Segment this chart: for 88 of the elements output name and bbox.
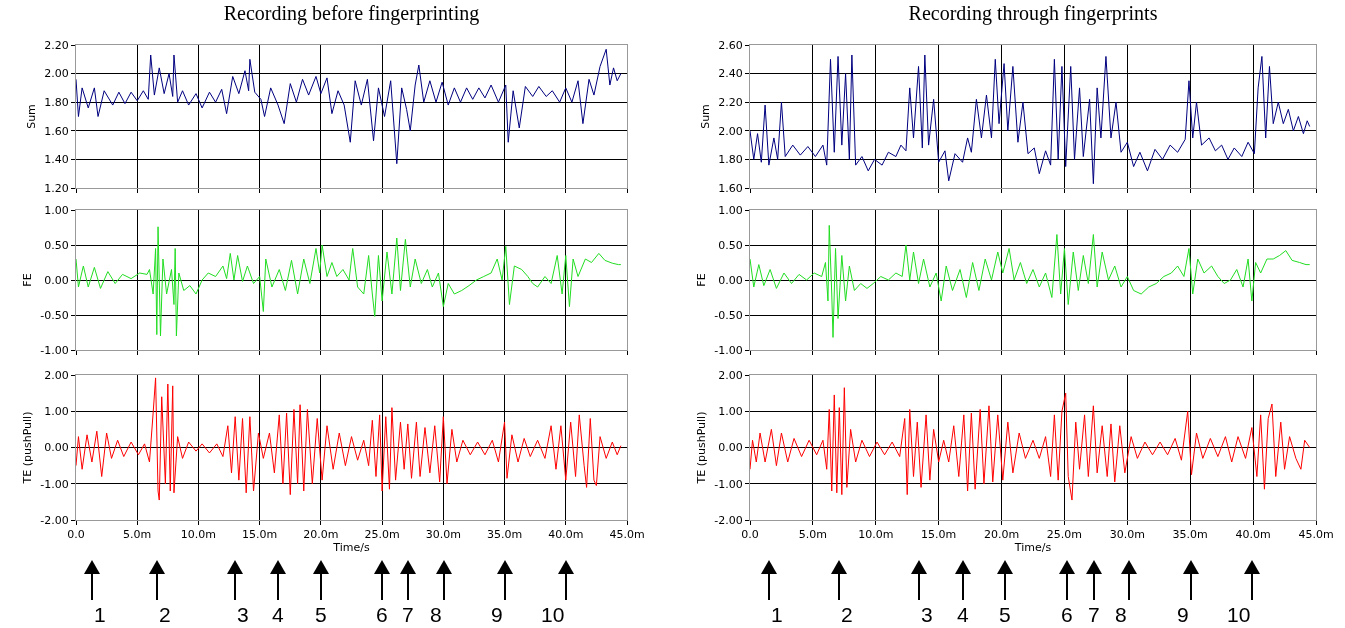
x-tick-label: 45.0m (609, 528, 645, 542)
y-tick-label: 0.00 (718, 441, 743, 455)
x-tick-label: 30.0m (425, 528, 461, 542)
text: 4 (272, 603, 284, 626)
text: 8 (430, 603, 442, 626)
x-tick-label: 45.0m (1298, 528, 1334, 542)
line-series (750, 54, 1311, 185)
x-tick-label: 40.0m (548, 528, 584, 542)
x-tick-label: 15.0m (921, 528, 957, 542)
x-tick-label: 35.0m (486, 528, 523, 542)
y-axis-title: Sum (24, 104, 38, 129)
text: 1 (94, 603, 106, 626)
line-series (76, 226, 622, 337)
y-axis-title: TE (pushPull) (20, 411, 34, 485)
x-tick-label: 0.0 (741, 528, 759, 542)
y-tick-label: 0.00 (44, 273, 69, 287)
x-tick-label: 35.0m (1172, 528, 1208, 542)
y-tick-label: 2.20 (44, 38, 69, 52)
text: 6 (1061, 603, 1073, 626)
y-tick-label: -0.50 (40, 308, 69, 322)
chart-title: Recording through fingerprints (908, 2, 1158, 25)
text: 7 (402, 603, 414, 626)
y-tick-label: 2.00 (718, 368, 743, 382)
line-series (76, 48, 622, 165)
text: 10 (1227, 603, 1251, 626)
text: 1 (771, 603, 783, 626)
y-axis-title: FE (20, 273, 34, 287)
y-tick-label: 1.00 (44, 203, 69, 217)
y-tick-label: 0.50 (718, 238, 743, 252)
y-tick-label: 0.00 (718, 273, 743, 287)
y-tick-label: -1.00 (40, 477, 69, 491)
x-tick-label: 20.0m (983, 528, 1020, 542)
y-tick-label: 1.20 (44, 181, 69, 195)
y-tick-label: 1.80 (44, 96, 69, 110)
y-tick-label: 0.00 (44, 441, 69, 455)
y-tick-label: 1.00 (44, 405, 69, 419)
x-tick-label: 25.0m (364, 528, 400, 542)
x-tick-label: 10.0m (858, 528, 894, 542)
text: 2 (159, 603, 171, 626)
x-tick-label: 0.0 (67, 528, 85, 542)
x-axis-title: Time/s (1013, 541, 1052, 555)
y-tick-label: 2.20 (718, 96, 743, 110)
y-tick-label: -1.00 (714, 343, 743, 357)
x-tick-label: 15.0m (242, 528, 278, 542)
y-tick-label: -1.00 (714, 477, 743, 491)
chart-title: Recording before fingerprinting (223, 2, 480, 25)
text: 5 (999, 603, 1011, 626)
text: 2 (841, 603, 853, 626)
text: 9 (1177, 603, 1189, 626)
text: 6 (376, 603, 388, 626)
y-tick-label: -0.50 (714, 308, 743, 322)
y-axis-title: Sum (698, 104, 712, 129)
y-tick-label: 1.60 (44, 124, 69, 138)
y-tick-label: 2.00 (718, 124, 743, 138)
text: 3 (237, 603, 249, 626)
y-axis-title: FE (694, 273, 708, 287)
x-tick-label: 20.0m (303, 528, 339, 542)
x-tick-label: 40.0m (1235, 528, 1271, 542)
y-tick-label: 2.40 (718, 67, 743, 81)
y-tick-label: 1.40 (44, 153, 69, 167)
y-tick-label: 1.80 (718, 153, 743, 167)
text: 5 (315, 603, 327, 626)
y-tick-label: -1.00 (40, 343, 69, 357)
x-tick-label: 30.0m (1109, 528, 1145, 542)
text: 3 (921, 603, 933, 626)
line-series (76, 377, 622, 501)
y-tick-label: 2.00 (44, 368, 69, 382)
line-series (750, 224, 1311, 338)
x-tick-label: 5.0m (798, 528, 827, 542)
text: 4 (957, 603, 969, 626)
y-tick-label: 2.60 (718, 38, 743, 52)
text: 8 (1115, 603, 1127, 626)
text: 7 (1088, 603, 1100, 626)
x-axis-title: Time/s (332, 541, 370, 555)
y-tick-label: 1.00 (718, 203, 743, 217)
text: 10 (541, 603, 565, 626)
y-tick-label: 0.50 (44, 238, 69, 252)
y-tick-label: -2.00 (40, 513, 69, 527)
x-tick-label: 10.0m (180, 528, 217, 542)
y-tick-label: 1.60 (718, 181, 743, 195)
x-tick-label: 25.0m (1046, 528, 1083, 542)
x-tick-label: 5.0m (123, 528, 152, 542)
y-tick-label: 1.00 (718, 405, 743, 419)
y-tick-label: 2.00 (44, 67, 69, 81)
y-axis-title: TE (pushPull) (694, 411, 708, 485)
y-tick-label: -2.00 (714, 513, 743, 527)
line-series (750, 387, 1311, 501)
text: 9 (491, 603, 503, 626)
